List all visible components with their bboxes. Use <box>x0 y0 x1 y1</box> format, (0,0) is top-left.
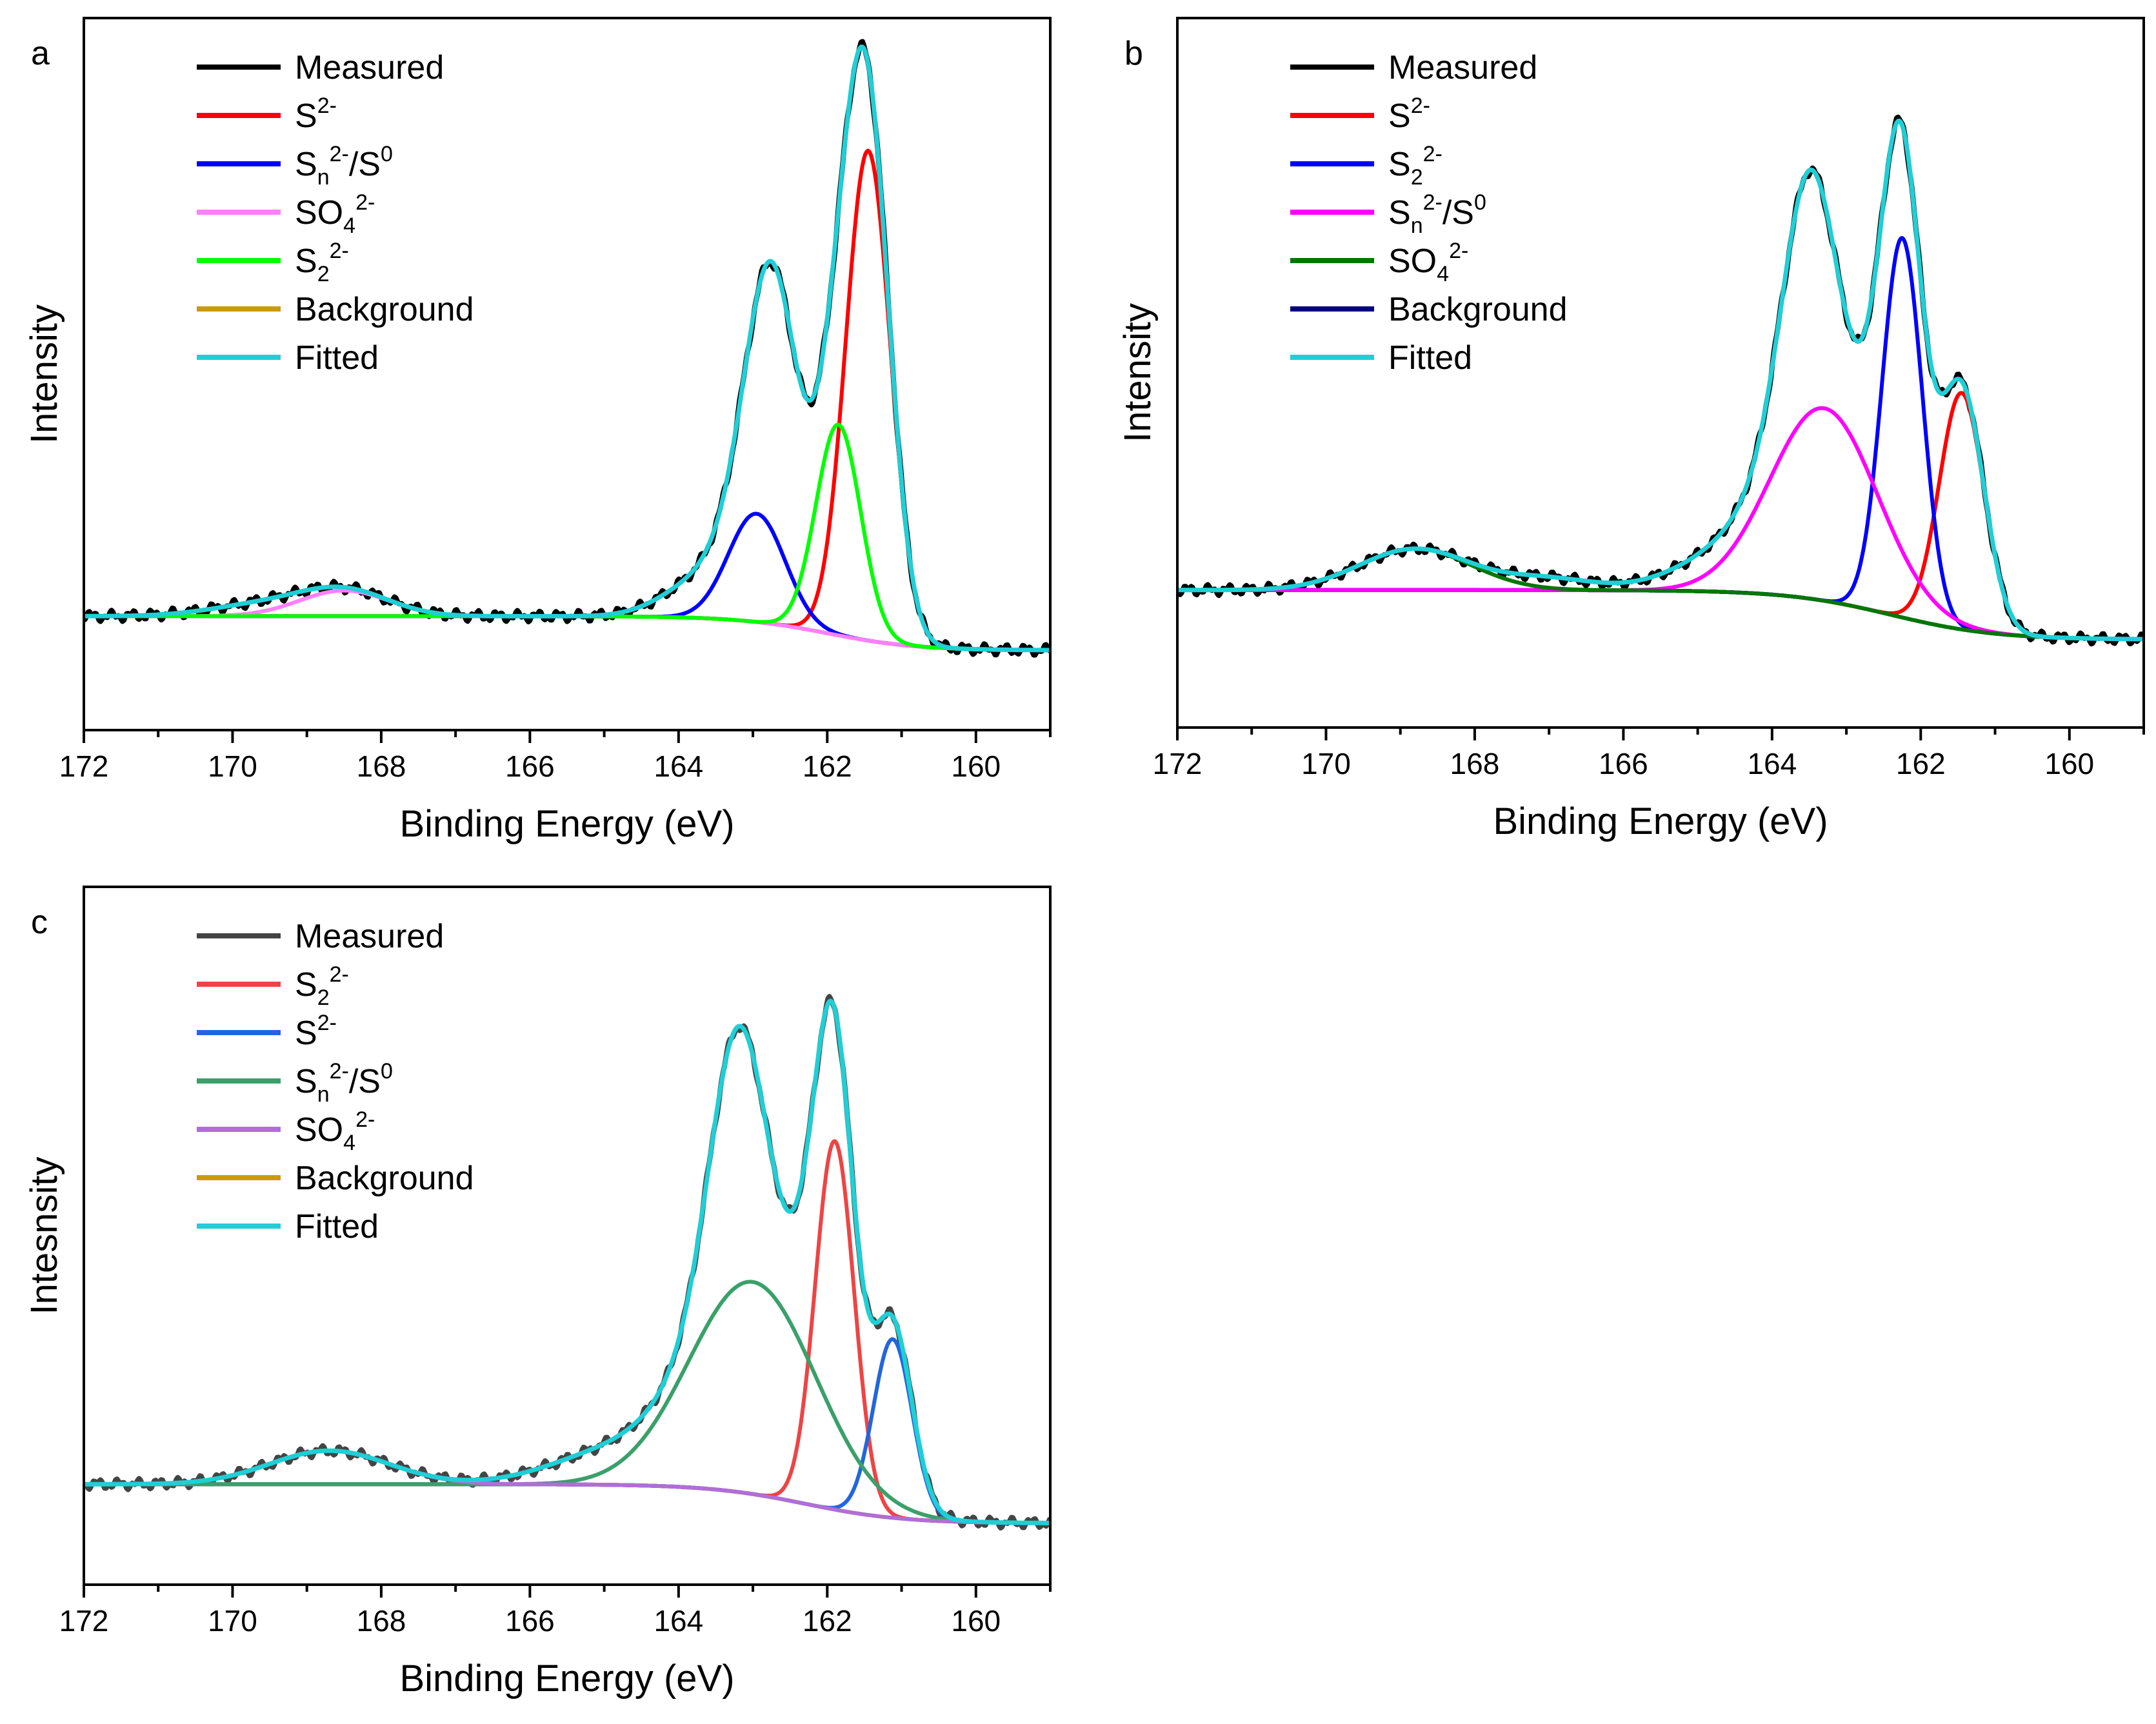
x-tick-label: 172 <box>1153 747 1203 780</box>
legend-label: Background <box>1388 291 1568 328</box>
x-tick-label: 162 <box>1896 747 1946 780</box>
x-tick-label: 162 <box>803 1604 852 1638</box>
x-ticks: 172 170 168 166 164 162 160 <box>59 730 1052 783</box>
legend-item: SO42- <box>1290 239 1468 286</box>
legend-label: Background <box>295 1160 474 1197</box>
legend-label: Measured <box>295 49 444 86</box>
panel-a: 172 170 168 166 164 162 160 Binding Energy (eV)… <box>23 17 1052 845</box>
x-tick-label: 168 <box>357 749 406 783</box>
legend-label: Measured <box>1388 49 1537 86</box>
legend-item: S22- <box>1290 142 1442 190</box>
x-tick-label: 160 <box>951 749 1001 783</box>
legend-label: Sn2-/S0 <box>1388 190 1486 238</box>
legend-item: Background <box>197 291 474 328</box>
legend-label: Sn2-/S0 <box>295 142 393 190</box>
legend-item: S22- <box>197 239 349 286</box>
legend-item: Measured <box>197 49 444 86</box>
panel-label: b <box>1124 35 1143 72</box>
curves <box>84 39 1050 658</box>
legend-label: S22- <box>295 239 349 286</box>
x-tick-label: 166 <box>505 1604 555 1638</box>
legend-label: SO42- <box>1388 239 1468 286</box>
axes-frame <box>83 17 1052 731</box>
panel-b: 172 170 168 166 164 162 160 Binding Energy (eV)… <box>1117 17 2145 842</box>
x-axis-label: Binding Energy (eV) <box>1493 800 1828 842</box>
legend-item: Fitted <box>1290 339 1472 377</box>
x-tick-label: 164 <box>654 749 703 783</box>
legend-item: Measured <box>197 918 444 955</box>
legend-label: S2- <box>295 1011 337 1052</box>
x-ticks: 172 170 168 166 164 162 160 <box>59 1585 1052 1638</box>
legend-label: Fitted <box>1388 339 1472 377</box>
legend-item: Sn2-/S0 <box>197 1059 393 1107</box>
fitted-line <box>84 998 1050 1525</box>
x-tick-label: 170 <box>1301 747 1351 780</box>
legend-item: Measured <box>1290 49 1537 86</box>
legend-item: S22- <box>197 962 349 1010</box>
panel-c: 172 170 168 166 164 162 160 Binding Energy (eV)… <box>23 886 1052 1699</box>
legend-label: Sn2-/S0 <box>295 1059 393 1107</box>
x-tick-label: 160 <box>2044 747 2094 780</box>
x-tick-label: 170 <box>208 1604 257 1638</box>
x-axis-label: Binding Energy (eV) <box>399 1658 734 1699</box>
legend-label: SO42- <box>295 190 375 238</box>
x-tick-label: 170 <box>208 749 257 783</box>
x-tick-label: 166 <box>505 749 555 783</box>
curves <box>84 994 1050 1531</box>
legend-item: SO42- <box>197 1107 375 1155</box>
legend-label: S22- <box>295 962 349 1010</box>
legend-item: S2- <box>197 1011 337 1052</box>
x-tick-label: 168 <box>357 1604 406 1638</box>
fitted-line <box>1177 118 2144 642</box>
y-axis-label: Intesnsity <box>23 1157 65 1315</box>
y-axis-label: Intensity <box>23 304 65 444</box>
legend-item: Background <box>1290 291 1568 328</box>
x-tick-label: 166 <box>1599 747 1648 780</box>
component-line-3 <box>84 1280 1050 1525</box>
legend-item: S2- <box>197 94 337 135</box>
legend-label: Background <box>295 291 474 328</box>
x-tick-label: 172 <box>59 1604 109 1638</box>
legend-label: Fitted <box>295 339 379 377</box>
axes-frame <box>1176 17 2145 729</box>
panel-label: a <box>31 35 50 72</box>
x-ticks: 172 170 168 166 164 162 160 <box>1153 728 2145 780</box>
legend-label: S2- <box>1388 94 1430 135</box>
legend-item: SO42- <box>197 190 375 238</box>
legend-item: Sn2-/S0 <box>197 142 393 190</box>
y-axis-label: Intensity <box>1117 303 1159 442</box>
curves <box>1177 114 2144 647</box>
axes-frame <box>83 886 1052 1586</box>
legend-item: Fitted <box>197 339 379 377</box>
legend-label: SO42- <box>295 1107 375 1155</box>
legend-item: S2- <box>1290 94 1430 135</box>
legend-item: Fitted <box>197 1208 379 1245</box>
legend-item: Background <box>197 1160 474 1197</box>
x-tick-label: 164 <box>654 1604 703 1638</box>
x-tick-label: 160 <box>951 1604 1001 1638</box>
x-axis-label: Binding Energy (eV) <box>399 803 734 845</box>
panel-label: c <box>31 904 48 941</box>
fitted-line <box>84 45 1050 653</box>
x-tick-label: 164 <box>1747 747 1797 780</box>
legend-label: S22- <box>1388 142 1442 190</box>
legend-label: Measured <box>295 918 444 955</box>
legend-label: S2- <box>295 94 337 135</box>
legend-label: Fitted <box>295 1208 379 1245</box>
x-tick-label: 172 <box>59 749 109 783</box>
x-tick-label: 162 <box>803 749 852 783</box>
x-tick-label: 168 <box>1450 747 1500 780</box>
legend-item: Sn2-/S0 <box>1290 190 1486 238</box>
